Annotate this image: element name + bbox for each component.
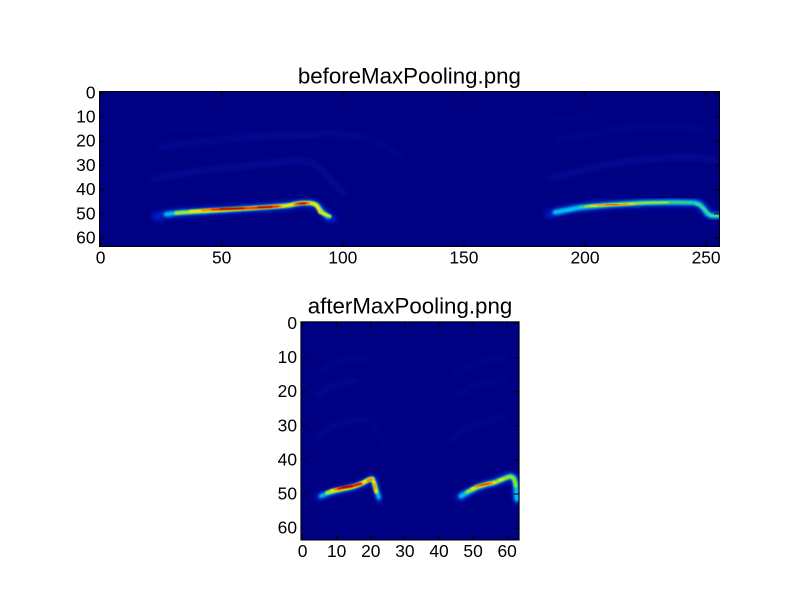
svg-text:10: 10 <box>327 541 346 561</box>
svg-text:50: 50 <box>76 203 95 223</box>
svg-text:100: 100 <box>328 248 357 268</box>
svg-text:20: 20 <box>76 131 95 151</box>
svg-text:10: 10 <box>76 107 95 127</box>
svg-text:50: 50 <box>212 248 231 268</box>
svg-text:60: 60 <box>278 518 297 538</box>
svg-text:30: 30 <box>395 541 414 561</box>
svg-text:30: 30 <box>278 415 297 435</box>
svg-text:0: 0 <box>86 82 96 102</box>
svg-text:40: 40 <box>278 449 297 469</box>
svg-text:60: 60 <box>498 541 517 561</box>
svg-text:150: 150 <box>449 248 478 268</box>
svg-text:50: 50 <box>278 484 297 504</box>
svg-text:60: 60 <box>76 228 95 248</box>
svg-text:40: 40 <box>76 179 95 199</box>
svg-text:50: 50 <box>463 541 482 561</box>
svg-text:200: 200 <box>570 248 599 268</box>
svg-text:30: 30 <box>76 155 95 175</box>
svg-text:0: 0 <box>298 541 308 561</box>
svg-text:afterMaxPooling.png: afterMaxPooling.png <box>308 294 513 319</box>
svg-text:250: 250 <box>692 248 721 268</box>
svg-text:0: 0 <box>96 248 106 268</box>
svg-text:40: 40 <box>429 541 448 561</box>
svg-text:0: 0 <box>287 313 297 333</box>
svg-text:beforeMaxPooling.png: beforeMaxPooling.png <box>298 64 521 89</box>
svg-text:10: 10 <box>278 347 297 367</box>
svg-text:20: 20 <box>361 541 380 561</box>
svg-text:20: 20 <box>278 381 297 401</box>
